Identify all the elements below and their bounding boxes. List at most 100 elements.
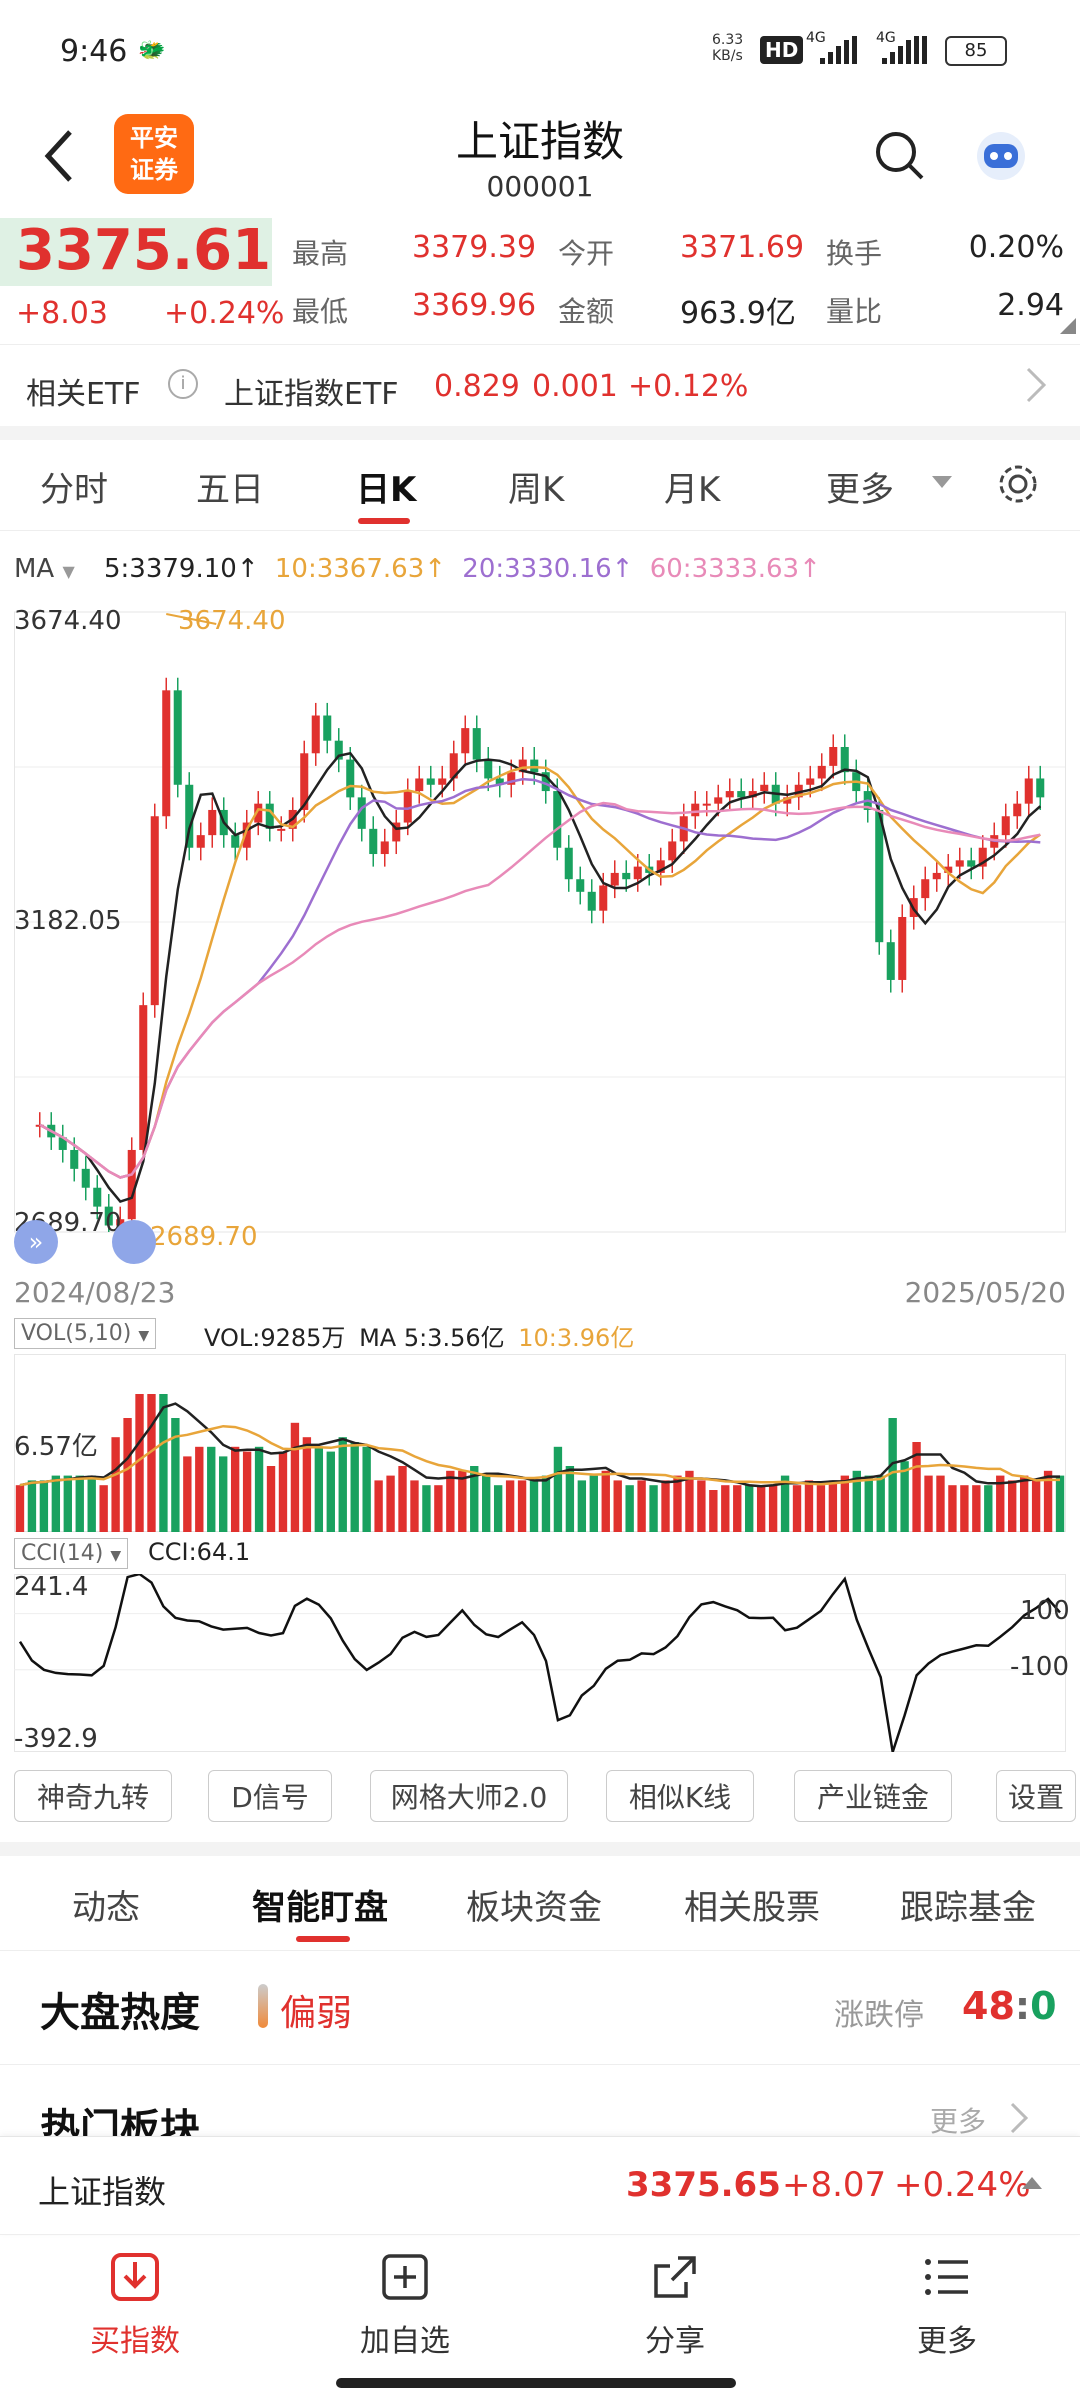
ma-selector[interactable]: MA ▼ xyxy=(14,554,75,584)
section-tab-related-stocks[interactable]: 相关股票 xyxy=(684,1888,820,1928)
limit-down-count: 0 xyxy=(1030,1984,1057,2028)
status-time: 9:46 xyxy=(60,34,128,69)
volume-bar xyxy=(75,1475,84,1532)
volume-bar xyxy=(936,1475,945,1532)
volume-bar xyxy=(768,1485,778,1532)
tool-settings[interactable]: 设置 xyxy=(996,1770,1076,1822)
cci-indicator-selector[interactable]: CCI(14) ▼ xyxy=(14,1538,129,1569)
volume-bar xyxy=(840,1475,850,1532)
volume-bar xyxy=(637,1480,646,1532)
volume-bar xyxy=(852,1470,861,1532)
ma20-value: 20:3330.16↑ xyxy=(462,554,634,584)
volume-chart[interactable] xyxy=(14,1354,1066,1532)
candle-body xyxy=(668,841,677,861)
candle-body xyxy=(737,791,746,798)
candle-body xyxy=(564,847,573,880)
tool-d-signal[interactable]: D信号 xyxy=(208,1770,332,1822)
volume-bar xyxy=(565,1466,575,1532)
ticker-bar[interactable]: 上证指数 3375.65 +8.07 +0.24% xyxy=(0,2136,1080,2235)
section-tab-sector-funds[interactable]: 板块资金 xyxy=(466,1888,602,1928)
volume-bar xyxy=(661,1480,670,1532)
volume-bar xyxy=(326,1451,335,1532)
volume-bar xyxy=(1055,1475,1065,1532)
volume-bar xyxy=(87,1475,96,1532)
battery-level: 85 xyxy=(964,40,988,61)
vol-y-label: 6.57亿 xyxy=(14,1432,98,1462)
vol-indicator-selector[interactable]: VOL(5,10) ▼ xyxy=(14,1318,157,1349)
tab-monthly-k[interactable]: 月K xyxy=(664,470,721,510)
tab-active-indicator xyxy=(358,518,410,524)
add-watchlist-icon[interactable] xyxy=(380,2252,430,2302)
vol-label: VOL(5,10) xyxy=(21,1321,132,1346)
info-icon[interactable]: i xyxy=(168,369,198,399)
candle-body xyxy=(449,753,458,779)
volume-bar xyxy=(541,1475,551,1532)
nav-share[interactable]: 分享 xyxy=(645,2324,705,2359)
nav-add-watchlist[interactable]: 加自选 xyxy=(360,2324,450,2359)
volume-bar xyxy=(290,1422,300,1532)
candlestick-chart[interactable] xyxy=(14,604,1066,1266)
divider xyxy=(0,426,1080,440)
tool-similar-k[interactable]: 相似K线 xyxy=(606,1770,754,1822)
hot-sectors-more[interactable]: 更多 xyxy=(930,2105,987,2136)
candle-body xyxy=(587,891,596,911)
expand-left-button[interactable]: » xyxy=(14,1220,58,1264)
related-etf-row[interactable]: 相关ETF i 上证指数ETF 0.829 0.001 +0.12% xyxy=(0,344,1080,425)
section-tab-smart-watch[interactable]: 智能盯盘 xyxy=(252,1888,388,1928)
tab-daily-k[interactable]: 日K xyxy=(356,470,417,510)
volume-bar xyxy=(15,1485,25,1532)
chart-frame xyxy=(14,611,1066,1233)
share-icon[interactable] xyxy=(650,2252,700,2302)
candle-body xyxy=(622,872,631,880)
tab-five-day[interactable]: 五日 xyxy=(196,470,264,510)
candle-body xyxy=(380,841,389,855)
open-label: 今开 xyxy=(558,237,615,270)
signal-label-2: 4G xyxy=(876,30,896,46)
nav-buy-index[interactable]: 买指数 xyxy=(90,2324,180,2359)
divider xyxy=(0,2064,1080,2065)
candle-body xyxy=(541,772,550,792)
dropdown-icon[interactable] xyxy=(932,476,952,488)
candle-body xyxy=(242,822,251,848)
turnover-label: 换手 xyxy=(826,237,883,270)
volume-bar xyxy=(207,1446,216,1532)
expand-corner-icon[interactable] xyxy=(1060,318,1076,334)
candle-body xyxy=(553,791,562,848)
robot-assistant-icon[interactable] xyxy=(972,126,1030,184)
candle-body xyxy=(150,816,159,1006)
more-list-icon[interactable] xyxy=(922,2252,972,2302)
candle-body xyxy=(415,778,424,792)
tool-grid-master[interactable]: 网格大师2.0 xyxy=(370,1770,568,1822)
tab-intraday[interactable]: 分时 xyxy=(40,470,108,510)
section-tab-news[interactable]: 动态 xyxy=(72,1888,140,1928)
tool-magic-nine[interactable]: 神奇九转 xyxy=(14,1770,172,1822)
ticker-expand-icon[interactable] xyxy=(1022,2177,1042,2189)
tab-weekly-k[interactable]: 周K xyxy=(508,470,565,510)
buy-index-icon[interactable] xyxy=(110,2252,160,2302)
ticker-pct: +0.24% xyxy=(894,2165,1031,2205)
volume-bar xyxy=(888,1418,897,1532)
nav-more[interactable]: 更多 xyxy=(917,2324,977,2359)
volume-bar xyxy=(553,1446,563,1532)
crosshair-toggle-button[interactable] xyxy=(112,1220,156,1264)
settings-gear-icon[interactable] xyxy=(996,462,1040,506)
ticker-name: 上证指数 xyxy=(38,2173,167,2211)
candle-body xyxy=(760,784,769,792)
candle-body xyxy=(576,879,585,892)
section-tab-tracking-funds[interactable]: 跟踪基金 xyxy=(900,1888,1036,1928)
volume-bar xyxy=(960,1485,969,1532)
search-icon[interactable] xyxy=(872,128,926,182)
cci-chart[interactable] xyxy=(14,1574,1066,1752)
volume-bar xyxy=(386,1475,395,1532)
tool-industry-chain[interactable]: 产业链金 xyxy=(794,1770,952,1822)
candle-body xyxy=(783,797,792,804)
back-icon[interactable] xyxy=(40,128,76,184)
vol-ma10-line xyxy=(19,1424,1060,1487)
tab-more[interactable]: 更多 xyxy=(826,470,894,510)
signal-icon-2 xyxy=(882,36,927,64)
volume-bar xyxy=(183,1456,192,1532)
volume-bar xyxy=(195,1446,204,1532)
candle-body xyxy=(208,809,217,836)
volume-bar xyxy=(649,1485,658,1532)
candle-body xyxy=(610,872,619,886)
